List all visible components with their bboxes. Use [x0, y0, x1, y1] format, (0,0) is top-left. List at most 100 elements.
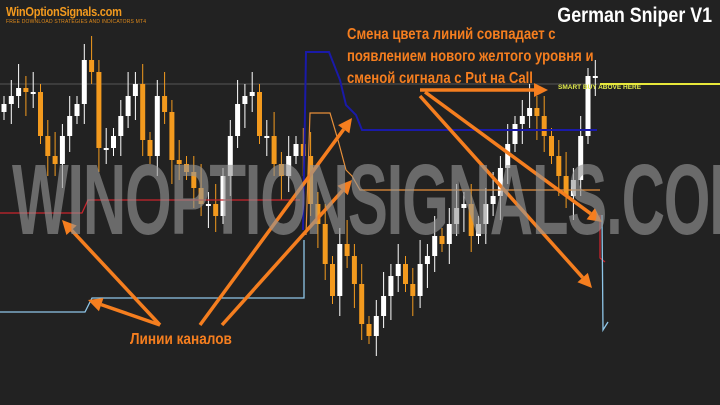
candle [227, 136, 233, 176]
candle [483, 204, 489, 224]
candle [322, 224, 328, 264]
candle [118, 116, 124, 136]
candle [169, 112, 175, 160]
candle [381, 296, 387, 316]
candle [549, 136, 554, 156]
candle [468, 204, 474, 236]
candle [191, 172, 197, 188]
arrow-line [198, 128, 346, 327]
candle [410, 284, 416, 296]
candle [432, 236, 438, 256]
candle [220, 176, 226, 216]
candle [249, 92, 255, 96]
candle [154, 96, 160, 156]
red-channel-segment-right [599, 215, 606, 263]
candle [38, 92, 43, 136]
candle [23, 88, 29, 92]
candle [242, 96, 248, 104]
mid-channel-line [305, 112, 600, 236]
logo: WinOptionSignals.com FREE DOWNLOAD STRAT… [6, 4, 146, 25]
lower-channel-segment-right [601, 214, 609, 333]
candle [213, 204, 219, 216]
candle [162, 96, 168, 112]
candle [1, 104, 7, 112]
candle [337, 244, 343, 296]
lower-channel-line [0, 240, 305, 313]
candle [300, 144, 306, 156]
candle [403, 264, 408, 284]
candle [388, 276, 394, 296]
candle [534, 108, 540, 116]
candle [359, 284, 365, 324]
arrow-head-icon [338, 118, 352, 134]
candle [125, 96, 131, 116]
candle [59, 136, 65, 164]
candle [184, 164, 189, 172]
candle [570, 180, 576, 196]
candle [16, 88, 22, 96]
candle [315, 204, 321, 224]
annotation-arrows [62, 83, 602, 327]
arrow-line [418, 94, 584, 279]
candle [446, 224, 452, 244]
candle [264, 136, 270, 138]
candles [1, 36, 598, 356]
arrow-line [100, 302, 161, 327]
candle [271, 136, 277, 164]
candle [497, 168, 503, 196]
candle [198, 188, 204, 204]
candle [74, 104, 80, 116]
watermark: WINOPTIONSIGNALS.COM [12, 144, 720, 256]
candle [490, 196, 496, 204]
candle [96, 72, 102, 148]
channels-label: Линии каналов [130, 331, 232, 348]
candle [293, 144, 299, 156]
candle [140, 84, 146, 140]
candle [147, 140, 153, 156]
candle [476, 224, 481, 236]
candle [578, 136, 584, 180]
arrow-head-icon [337, 180, 352, 196]
candle [111, 136, 116, 148]
candle [454, 208, 460, 224]
annotation-line: Смена цвета линий совпадает с [347, 26, 556, 43]
candle [424, 256, 430, 264]
candle [30, 92, 36, 94]
candle [81, 60, 87, 104]
arrow-head-icon [534, 83, 548, 97]
candle [541, 116, 547, 136]
arrow-head-icon [586, 208, 602, 222]
candle [132, 84, 138, 96]
candle [308, 156, 314, 204]
annotation-line: сменой сигнала с Put на Call [347, 70, 533, 87]
candle [351, 256, 357, 284]
candle [344, 244, 350, 256]
candle [505, 144, 511, 168]
candle [461, 204, 467, 208]
candle [286, 156, 292, 176]
candle [45, 136, 51, 156]
upper-channel-line [302, 51, 597, 231]
candle [556, 156, 562, 176]
candle [417, 264, 423, 296]
annotation-text: Смена цвета линий совпадает с появлением… [347, 24, 720, 90]
arrow-line [423, 90, 592, 216]
arrow-line [70, 229, 162, 327]
candle [8, 96, 14, 104]
arrow-head-icon [88, 297, 104, 312]
candle [373, 316, 379, 336]
candle [278, 164, 284, 176]
candle [176, 160, 182, 164]
red-channel-line [0, 199, 300, 214]
candle [257, 92, 262, 136]
arrow-line [220, 189, 344, 327]
candle [89, 60, 95, 72]
logo-name: WinOptionSignals.com [6, 4, 122, 19]
annotation-line: появлением нового желтого уровня и [347, 48, 594, 65]
candle [103, 148, 109, 150]
candle [235, 104, 241, 136]
candle [330, 264, 335, 296]
candle [592, 76, 598, 78]
candle [585, 76, 591, 136]
